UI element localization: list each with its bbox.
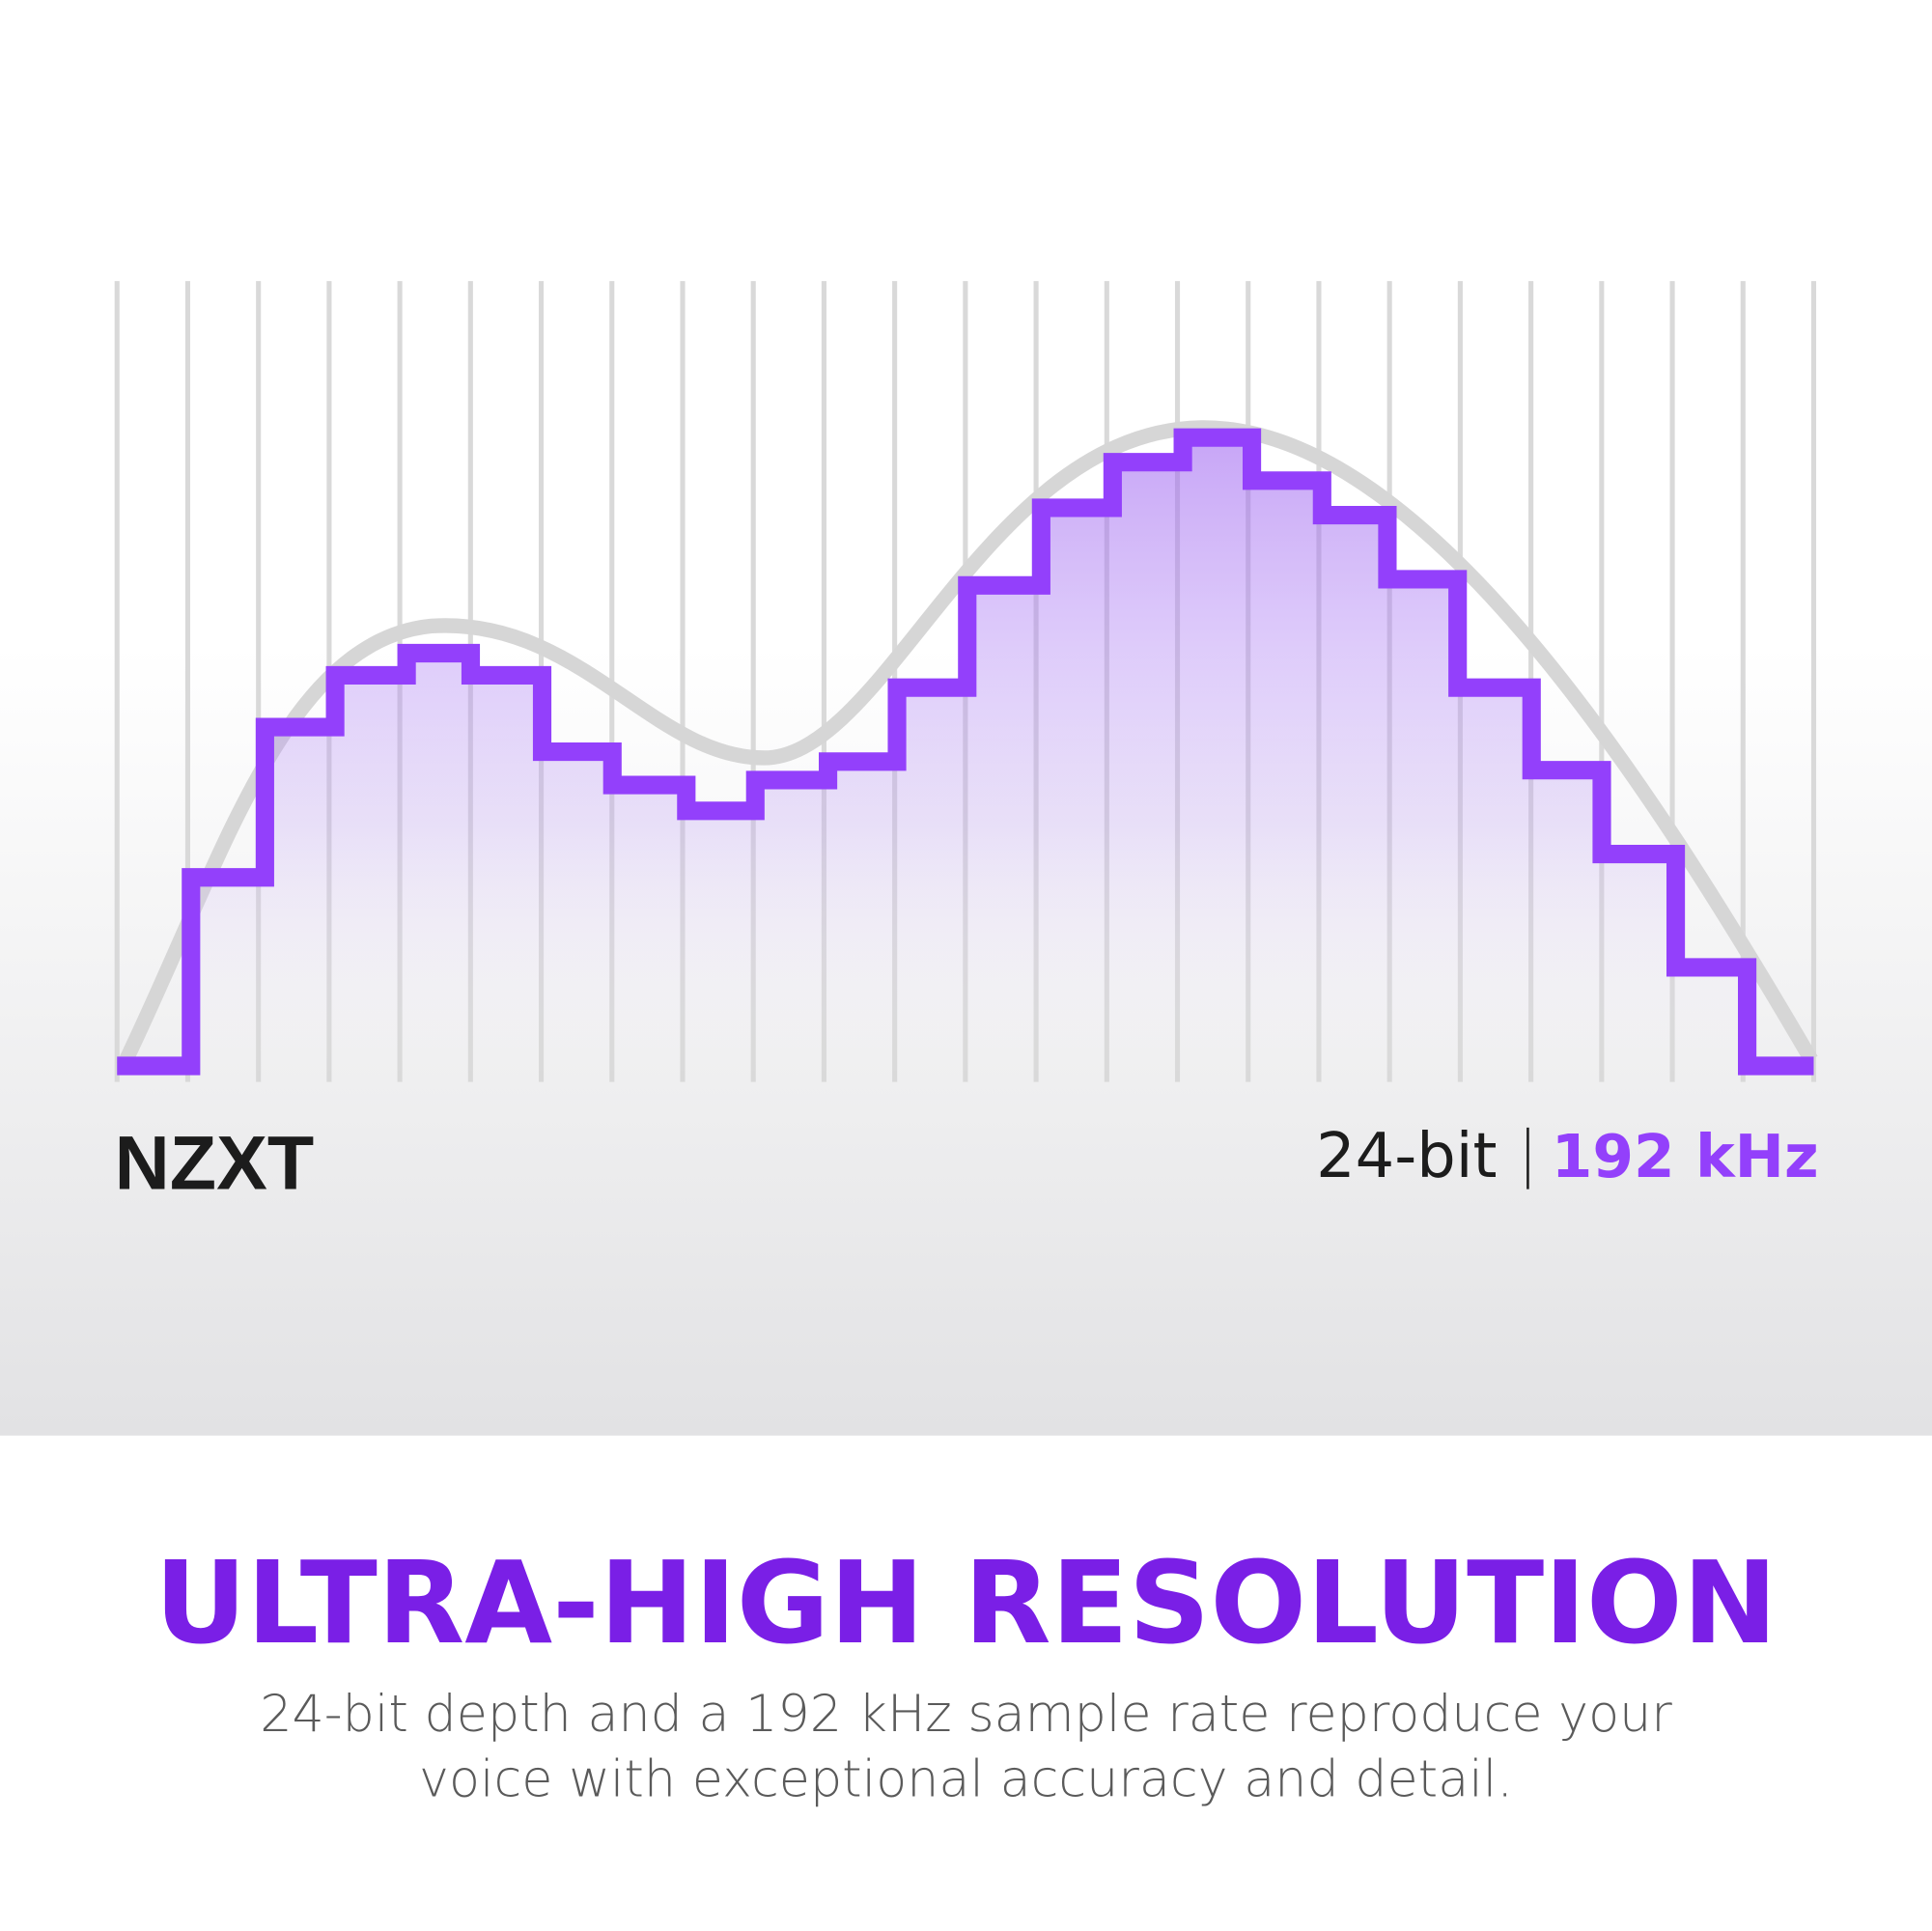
sample-rate: 192 kHz <box>1552 1123 1819 1191</box>
brand-logo: NZXT <box>115 1120 315 1206</box>
bit-depth: 24-bit <box>1316 1121 1497 1192</box>
digital-steps <box>117 428 1814 1076</box>
heading: ULTRA-HIGH RESOLUTION <box>154 1537 1778 1669</box>
description-line: voice with exceptional accuracy and deta… <box>419 1750 1513 1809</box>
analog-curve <box>116 420 1818 1070</box>
step-fill <box>117 437 1814 1085</box>
description-line: 24-bit depth and a 192 kHz sample rate r… <box>260 1685 1672 1744</box>
